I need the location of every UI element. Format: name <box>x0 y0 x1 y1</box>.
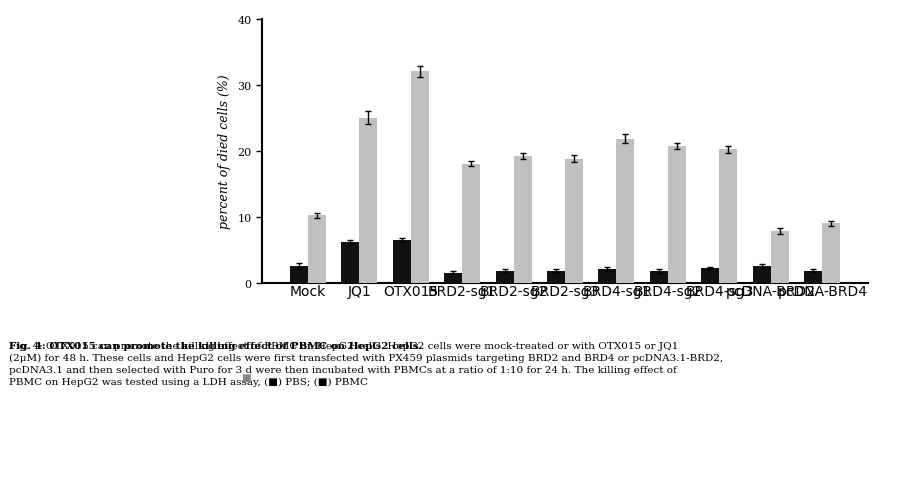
Bar <box>822 224 840 283</box>
Text: Fig. 4: OTX015 can promote the killing effect of PBMC on HepG2 cells.: Fig. 4: OTX015 can promote the killing e… <box>9 342 422 350</box>
Bar <box>616 140 634 283</box>
Y-axis label: percent of died cells (%): percent of died cells (%) <box>218 74 230 228</box>
Bar <box>598 270 616 283</box>
Bar <box>495 271 513 283</box>
Bar <box>804 271 822 283</box>
Bar <box>443 273 461 283</box>
Text: ■: ■ <box>241 373 251 382</box>
Bar <box>701 268 719 283</box>
Bar <box>770 232 788 283</box>
Bar <box>513 157 531 283</box>
Text: Fig. 4: OTX015 can promote the killing effect of PBMC on HepG2 cells. HepG2 cell: Fig. 4: OTX015 can promote the killing e… <box>9 342 722 386</box>
Bar <box>649 271 667 283</box>
Bar <box>289 266 307 283</box>
Bar <box>564 159 582 283</box>
Bar <box>719 150 737 283</box>
Bar <box>667 147 685 283</box>
Bar <box>392 240 410 283</box>
Bar <box>752 266 770 283</box>
Bar <box>461 164 479 283</box>
Bar <box>410 72 428 283</box>
Bar <box>307 216 325 283</box>
Bar <box>358 119 377 283</box>
Bar <box>340 242 358 283</box>
Bar <box>546 271 564 283</box>
